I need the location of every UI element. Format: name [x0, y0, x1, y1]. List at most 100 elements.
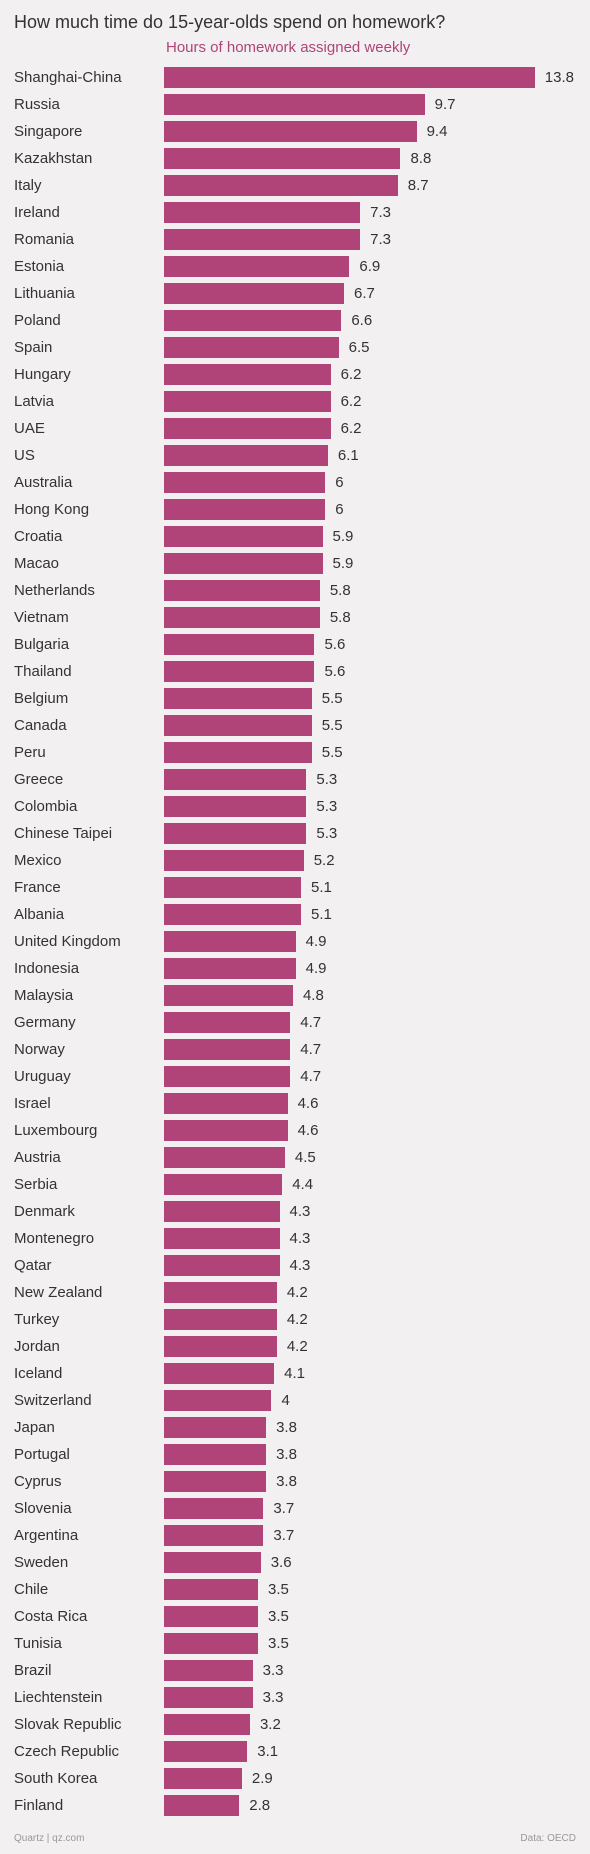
- bar-row: Israel4.6: [14, 1090, 576, 1117]
- bar-track: 6.7: [164, 280, 576, 307]
- bar-track: 5.3: [164, 793, 576, 820]
- bar: [164, 634, 314, 655]
- bar: [164, 148, 400, 169]
- bar-track: 6.6: [164, 307, 576, 334]
- bar: [164, 1336, 277, 1357]
- bar-row: Vietnam5.8: [14, 604, 576, 631]
- value-label: 4.2: [287, 1311, 308, 1328]
- bar: [164, 931, 296, 952]
- bar-track: 2.8: [164, 1792, 576, 1819]
- country-label: Lithuania: [14, 285, 164, 302]
- bar-track: 3.1: [164, 1738, 576, 1765]
- value-label: 4.5: [295, 1149, 316, 1166]
- bar: [164, 445, 328, 466]
- bar: [164, 499, 325, 520]
- bar-track: 5.3: [164, 820, 576, 847]
- country-label: Hong Kong: [14, 501, 164, 518]
- bar-track: 4.5: [164, 1144, 576, 1171]
- country-label: Thailand: [14, 663, 164, 680]
- bar: [164, 1228, 280, 1249]
- country-label: Germany: [14, 1014, 164, 1031]
- country-label: Costa Rica: [14, 1608, 164, 1625]
- value-label: 4.1: [284, 1365, 305, 1382]
- bar: [164, 1741, 247, 1762]
- bar-track: 4.3: [164, 1252, 576, 1279]
- country-label: South Korea: [14, 1770, 164, 1787]
- country-label: Turkey: [14, 1311, 164, 1328]
- bar: [164, 850, 304, 871]
- bar: [164, 1660, 253, 1681]
- value-label: 3.5: [268, 1635, 289, 1652]
- value-label: 4: [281, 1392, 289, 1409]
- country-label: Singapore: [14, 123, 164, 140]
- country-label: Indonesia: [14, 960, 164, 977]
- bar-row: Cyprus3.8: [14, 1468, 576, 1495]
- bar: [164, 1039, 290, 1060]
- value-label: 5.2: [314, 852, 335, 869]
- country-label: Bulgaria: [14, 636, 164, 653]
- bar: [164, 175, 398, 196]
- country-label: Denmark: [14, 1203, 164, 1220]
- bar-row: Indonesia4.9: [14, 955, 576, 982]
- bar-track: 2.9: [164, 1765, 576, 1792]
- bar-track: 5.3: [164, 766, 576, 793]
- bar: [164, 1255, 280, 1276]
- value-label: 9.4: [427, 123, 448, 140]
- value-label: 6.2: [341, 366, 362, 383]
- bar-track: 4.6: [164, 1090, 576, 1117]
- country-label: Russia: [14, 96, 164, 113]
- bar-row: Shanghai-China13.8: [14, 64, 576, 91]
- value-label: 3.1: [257, 1743, 278, 1760]
- bar: [164, 1498, 263, 1519]
- country-label: Japan: [14, 1419, 164, 1436]
- value-label: 5.9: [333, 555, 354, 572]
- value-label: 4.6: [298, 1122, 319, 1139]
- bar-row: Ireland7.3: [14, 199, 576, 226]
- value-label: 5.9: [333, 528, 354, 545]
- source-right: Data: OECD: [520, 1833, 576, 1844]
- bar-track: 4.8: [164, 982, 576, 1009]
- value-label: 3.8: [276, 1446, 297, 1463]
- value-label: 13.8: [545, 69, 574, 86]
- bar: [164, 1444, 266, 1465]
- bar-row: Argentina3.7: [14, 1522, 576, 1549]
- bar-row: Macao5.9: [14, 550, 576, 577]
- bar: [164, 229, 360, 250]
- bar: [164, 310, 341, 331]
- country-label: United Kingdom: [14, 933, 164, 950]
- bar-track: 4.2: [164, 1333, 576, 1360]
- value-label: 6.5: [349, 339, 370, 356]
- country-label: Serbia: [14, 1176, 164, 1193]
- bar-track: 4.7: [164, 1063, 576, 1090]
- bar-track: 4.7: [164, 1036, 576, 1063]
- bar-row: Switzerland4: [14, 1387, 576, 1414]
- country-label: Peru: [14, 744, 164, 761]
- bar: [164, 1012, 290, 1033]
- bar-track: 3.8: [164, 1468, 576, 1495]
- chart-title: How much time do 15-year-olds spend on h…: [14, 12, 576, 33]
- bar: [164, 472, 325, 493]
- value-label: 3.8: [276, 1419, 297, 1436]
- bar-chart: Shanghai-China13.8Russia9.7Singapore9.4K…: [14, 64, 576, 1819]
- bar: [164, 1309, 277, 1330]
- country-label: Spain: [14, 339, 164, 356]
- bar: [164, 1363, 274, 1384]
- bar: [164, 769, 306, 790]
- country-label: Finland: [14, 1797, 164, 1814]
- bar: [164, 1633, 258, 1654]
- chart-subtitle: Hours of homework assigned weekly: [14, 39, 576, 56]
- bar: [164, 661, 314, 682]
- bar-row: Iceland4.1: [14, 1360, 576, 1387]
- bar-track: 5.2: [164, 847, 576, 874]
- value-label: 5.5: [322, 690, 343, 707]
- bar: [164, 1552, 261, 1573]
- country-label: US: [14, 447, 164, 464]
- bar: [164, 283, 344, 304]
- value-label: 6.6: [351, 312, 372, 329]
- bar-track: 4.6: [164, 1117, 576, 1144]
- value-label: 6.9: [359, 258, 380, 275]
- value-label: 5.6: [324, 663, 345, 680]
- value-label: 6.1: [338, 447, 359, 464]
- country-label: Croatia: [14, 528, 164, 545]
- value-label: 3.6: [271, 1554, 292, 1571]
